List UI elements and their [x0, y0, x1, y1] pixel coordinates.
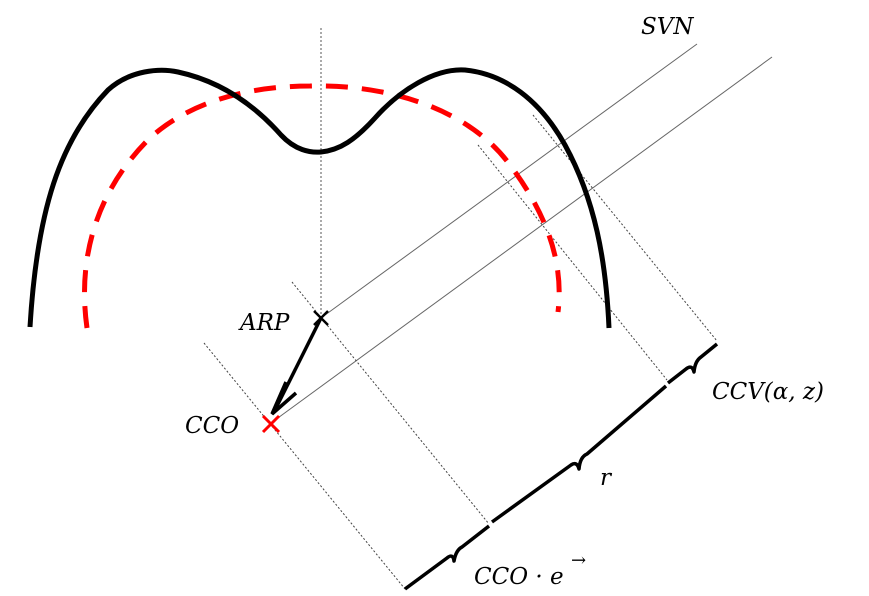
surface-profile — [30, 70, 609, 328]
cco-label: CCO — [185, 413, 239, 439]
vector-arrow-glyph: → — [571, 550, 586, 571]
brace-r — [492, 386, 666, 522]
svn-label: SVN — [641, 14, 694, 40]
arp-label: ARP — [238, 310, 290, 336]
osculating-circle — [84, 86, 559, 328]
vector-arrowhead — [272, 382, 296, 414]
cco-dot-e-label: CCO · e — [474, 564, 564, 590]
brace-ccv — [668, 344, 717, 383]
projection-line-cco — [204, 343, 405, 589]
cco-marker — [263, 416, 279, 432]
ccv-label: CCV(α, z) — [712, 379, 824, 405]
svn-ray-cco — [271, 57, 772, 423]
r-label: r — [600, 465, 613, 491]
projection-line-circle — [478, 145, 667, 380]
